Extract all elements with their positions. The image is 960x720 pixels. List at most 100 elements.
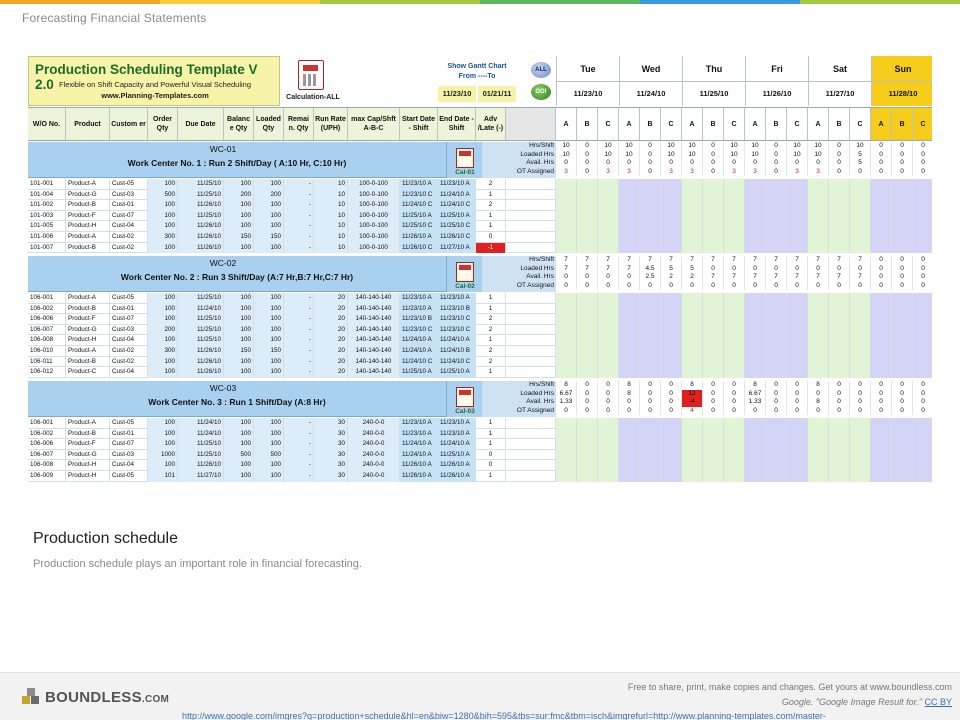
calendar-button[interactable]: Cal-03 <box>446 381 482 417</box>
table-row[interactable]: 106-008 Product-H Cust-04 100 11/26/10 100 100… <box>28 460 932 471</box>
table-cell: Cust-02 <box>110 345 148 357</box>
calendar-button[interactable]: Cal-01 <box>446 142 482 178</box>
metric-cell: 0 <box>598 389 619 398</box>
table-row[interactable]: 106-011 Product-B Cust-02 100 11/26/10 100 100… <box>28 356 932 368</box>
gantt-cell <box>766 242 787 254</box>
table-row[interactable]: 106-008 Product-H Cust-04 100 11/25/10 100 100… <box>28 335 932 346</box>
metric-cell: 10 <box>682 150 703 159</box>
table-row[interactable]: 106-002 Product-B Cust-01 100 11/24/10 100 100… <box>28 428 932 440</box>
table-row[interactable]: 106-002 Product-B Cust-01 100 11/24/10 100 100… <box>28 303 932 315</box>
table-cell: 11/26/10 C <box>438 231 476 243</box>
banner-subtitle: Flexible on Shift Capacity and Powerful … <box>58 80 252 89</box>
metric-cell: 0 <box>640 142 661 151</box>
shift-header: A <box>745 108 766 140</box>
gantt-cell <box>619 449 640 461</box>
gantt-cell <box>892 200 913 211</box>
table-row[interactable]: 106-006 Product-F Cust-07 100 11/25/10 100 100… <box>28 439 932 450</box>
gantt-cell <box>682 418 703 429</box>
table-row[interactable]: 101-002 Product-B Cust-01 100 11/26/10 100 100… <box>28 200 932 211</box>
table-cell: 11/24/10 C <box>438 356 476 368</box>
gantt-cell <box>787 439 808 450</box>
gantt-to-date[interactable]: 01/21/11 <box>478 86 516 102</box>
gantt-cell <box>871 200 892 211</box>
table-cell: 30 <box>314 460 348 471</box>
table-row[interactable]: 106-010 Product-A Cust-02 300 11/26/10 150 150… <box>28 345 932 357</box>
gantt-cell <box>766 303 787 315</box>
gantt-cell <box>703 210 724 222</box>
gantt-cell <box>892 335 913 346</box>
table-cell: 2 <box>476 179 506 190</box>
table-cell: 106-002 <box>28 428 66 440</box>
gantt-cell <box>808 367 829 378</box>
gantt-from-date[interactable]: 11/23/10 <box>438 86 476 102</box>
gantt-cell <box>682 293 703 304</box>
table-cell: 100 <box>254 303 284 315</box>
gantt-cell <box>745 367 766 378</box>
table-row[interactable]: 106-007 Product-G Cust-03 1000 11/25/10 500 50… <box>28 449 932 461</box>
table-cell: 100 <box>224 460 254 471</box>
table-row[interactable]: 101-007 Product-B Cust-02 100 11/26/10 100 100… <box>28 242 932 254</box>
gantt-cell <box>661 460 682 471</box>
table-cell: - <box>284 356 314 368</box>
gantt-cell <box>577 439 598 450</box>
table-cell: 11/24/10 B <box>438 345 476 357</box>
gantt-cell <box>577 356 598 368</box>
table-row[interactable]: 101-006 Product-A Cust-02 300 11/26/10 150 150… <box>28 231 932 243</box>
metric-cell: 0 <box>829 142 850 151</box>
table-cell: - <box>284 242 314 254</box>
gantt-cell <box>745 314 766 325</box>
metric-cell: 0 <box>913 256 932 265</box>
table-row[interactable]: 106-009 Product-H Cust-05 101 11/27/10 100 100… <box>28 470 932 482</box>
table-cell: 100 <box>224 428 254 440</box>
gantt-cell <box>829 345 850 357</box>
table-row[interactable]: 101-005 Product-H Cust-04 100 11/26/10 100 100… <box>28 221 932 232</box>
go-button[interactable]: GO! <box>531 84 551 100</box>
metric-cell: 0 <box>577 406 598 415</box>
table-cell: Cust-03 <box>110 324 148 336</box>
gantt-cell <box>577 221 598 232</box>
gantt-cell <box>640 418 661 429</box>
table-row[interactable]: 106-001 Product-A Cust-05 100 11/25/10 100 100… <box>28 293 932 304</box>
gantt-cell <box>703 356 724 368</box>
gantt-cell <box>871 221 892 232</box>
gantt-cell <box>724 345 745 357</box>
metric-label: Loaded Hrs <box>520 264 554 272</box>
cc-by-link[interactable]: CC BY <box>924 697 952 707</box>
footer-source-link[interactable]: http://www.google.com/imgres?q=productio… <box>182 711 826 720</box>
gantt-cell <box>913 335 932 346</box>
gantt-cell <box>808 460 829 471</box>
metric-labels: Hrs/Shift Loaded Hrs Avail. Hrs OT Assigned <box>482 142 556 178</box>
work-center-code: WC-03 <box>209 383 237 393</box>
gantt-cell <box>640 314 661 325</box>
metric-row: 10 0 10 10 0 10 10 0 10 10 0 10 10 0 10 0 0 0 <box>556 142 932 151</box>
metric-cell: 0 <box>703 381 724 390</box>
table-cell: 106-008 <box>28 335 66 346</box>
metric-cell: 0 <box>577 167 598 176</box>
calculation-all-button[interactable]: Calculation-ALL <box>282 56 344 108</box>
day-name: Thu <box>683 56 745 82</box>
table-cell: 140-140-140 <box>348 324 400 336</box>
table-row[interactable]: 101-004 Product-G Cust-03 500 11/25/10 200 200… <box>28 189 932 201</box>
metric-cell: 0 <box>577 398 598 407</box>
footer-license-text: Free to share, print, make copies and ch… <box>627 682 952 692</box>
boundless-logo[interactable]: BOUNDLESS.COM <box>22 688 169 706</box>
calendar-button[interactable]: Cal-02 <box>446 256 482 292</box>
show-all-button[interactable]: ALL <box>531 62 551 78</box>
table-cell: 101-006 <box>28 231 66 243</box>
table-row[interactable]: 101-001 Product-A Cust-05 100 11/25/10 100 100… <box>28 179 932 190</box>
shift-header: B <box>640 108 661 140</box>
gantt-cell <box>577 418 598 429</box>
table-row[interactable]: 106-001 Product-A Cust-05 100 11/24/10 100 100… <box>28 418 932 429</box>
metric-cell: 0 <box>787 398 808 407</box>
metric-cell: 0 <box>913 398 932 407</box>
table-row[interactable]: 106-006 Product-F Cust-07 100 11/25/10 100 100… <box>28 314 932 325</box>
table-row[interactable]: 101-003 Product-F Cust-07 100 11/25/10 100 100… <box>28 210 932 222</box>
table-row[interactable]: 106-007 Product-G Cust-03 200 11/25/10 100 100… <box>28 324 932 336</box>
gantt-cell <box>892 293 913 304</box>
metric-label: Loaded Hrs <box>520 150 554 158</box>
gantt-cell <box>682 335 703 346</box>
table-row[interactable]: 106-012 Product-C Cust-04 100 11/26/10 100 100… <box>28 367 932 378</box>
metric-cell: 0 <box>577 281 598 290</box>
gantt-cell <box>892 210 913 222</box>
metric-cell: 7 <box>556 256 577 265</box>
